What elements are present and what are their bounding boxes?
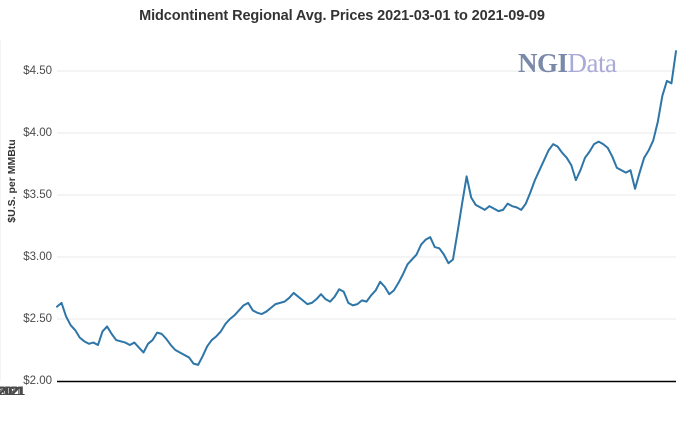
y-axis-tick-labels: $2.00 $2.50 $3.00 $3.50 $4.00 $4.50	[0, 0, 52, 427]
grid-lines	[0, 40, 676, 381]
x-tick-label: Aug 2021	[0, 386, 25, 398]
x-tick-label: May 2021	[0, 386, 26, 398]
price-line-series	[56, 50, 677, 366]
y-tick-label: $2.00	[23, 375, 52, 387]
series-lines	[56, 50, 677, 366]
y-tick-label: $2.50	[23, 313, 52, 325]
chart-title: Midcontinent Regional Avg. Prices 2021-0…	[139, 8, 545, 24]
x-tick-label: Apr 2021	[0, 386, 24, 398]
y-tick-label: $3.50	[23, 189, 52, 201]
x-tick-label: Sep 2021	[0, 386, 25, 398]
y-tick-label: $4.50	[23, 65, 52, 77]
y-tick-label: $4.00	[23, 127, 52, 139]
x-tick-label: Jul 2021	[0, 386, 22, 398]
y-tick-label: $3.00	[23, 251, 52, 263]
x-tick-label: Mar 2021	[0, 386, 25, 398]
x-tick-label: Jun 2021	[0, 386, 24, 398]
